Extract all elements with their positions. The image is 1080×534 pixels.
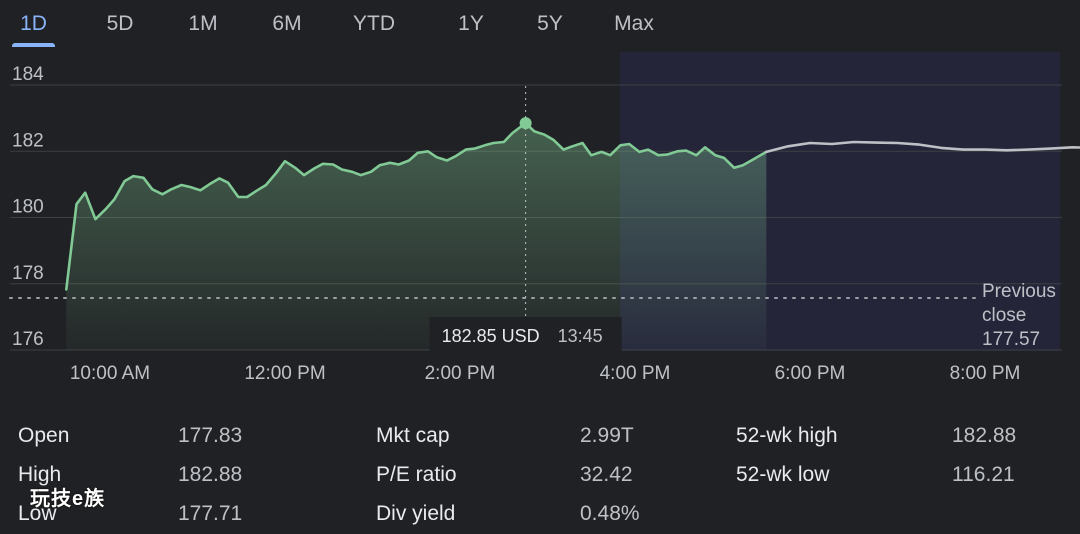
range-tabs: 1D 5D 1M 6M YTD 1Y 5Y Max xyxy=(0,0,1080,52)
previous-close-label: Previous xyxy=(982,281,1056,302)
y-tick-label: 182 xyxy=(12,130,44,151)
tab-ytd[interactable]: YTD xyxy=(353,12,395,35)
stat-label-mkt-cap: Mkt cap xyxy=(376,424,450,447)
stat-label-open: Open xyxy=(18,424,70,447)
hover-tooltip xyxy=(429,317,622,353)
stat-value-52wk-high: 182.88 xyxy=(952,424,1017,447)
stat-label-pe-ratio: P/E ratio xyxy=(376,463,457,486)
y-tick-label: 180 xyxy=(12,197,44,218)
stat-value-pe-ratio: 32.42 xyxy=(580,463,633,486)
stat-label-low: Low xyxy=(18,502,57,525)
stat-value-open: 177.83 xyxy=(178,424,243,447)
regular-session-line xyxy=(65,121,768,291)
stat-label-high: High xyxy=(18,463,62,486)
hover-point-marker xyxy=(519,117,532,130)
previous-close-label: close xyxy=(982,305,1026,326)
y-tick-label: 176 xyxy=(12,329,44,350)
key-stats: Open 177.83 High 182.88 Low 177.71 Mkt c… xyxy=(0,414,1080,534)
tab-1y[interactable]: 1Y xyxy=(458,12,484,35)
hover-price: 182.85 USD xyxy=(442,326,540,346)
tab-1d[interactable]: 1D xyxy=(20,12,47,35)
x-tick-label: 10:00 AM xyxy=(70,363,150,384)
x-tick-label: 4:00 PM xyxy=(600,363,671,384)
x-tick-label: 2:00 PM xyxy=(425,363,496,384)
after-hours-line xyxy=(765,140,1080,154)
tab-5y[interactable]: 5Y xyxy=(537,12,563,35)
tab-1m[interactable]: 1M xyxy=(188,12,218,35)
x-tick-label: 6:00 PM xyxy=(775,363,846,384)
hover-time: 13:45 xyxy=(558,326,603,346)
x-tick-label: 12:00 PM xyxy=(244,363,325,384)
stat-value-mkt-cap: 2.99T xyxy=(580,424,634,447)
previous-close-value: 177.57 xyxy=(982,329,1040,350)
watermark: 玩技e族 xyxy=(30,488,106,510)
regular-session-area xyxy=(66,123,767,350)
tab-6m[interactable]: 6M xyxy=(272,12,302,35)
stat-label-52wk-low: 52-wk low xyxy=(736,463,830,486)
x-tick-label: 8:00 PM xyxy=(950,363,1021,384)
stat-value-52wk-low: 116.21 xyxy=(952,463,1015,486)
tab-5d[interactable]: 5D xyxy=(106,12,134,35)
stat-value-high: 182.88 xyxy=(178,463,243,486)
y-tick-label: 184 xyxy=(12,64,44,85)
stat-value-div-yield: 0.48% xyxy=(580,502,640,525)
y-tick-label: 178 xyxy=(12,263,44,284)
active-tab-indicator xyxy=(12,43,55,47)
stat-value-low: 177.71 xyxy=(178,502,243,525)
price-chart[interactable]: 182.85 USD 13:45 184 182 180 178 176 10:00 AM 1… xyxy=(0,52,1080,408)
tab-max[interactable]: Max xyxy=(614,12,654,35)
stat-label-div-yield: Div yield xyxy=(376,502,456,525)
stat-label-52wk-high: 52-wk high xyxy=(736,424,838,447)
